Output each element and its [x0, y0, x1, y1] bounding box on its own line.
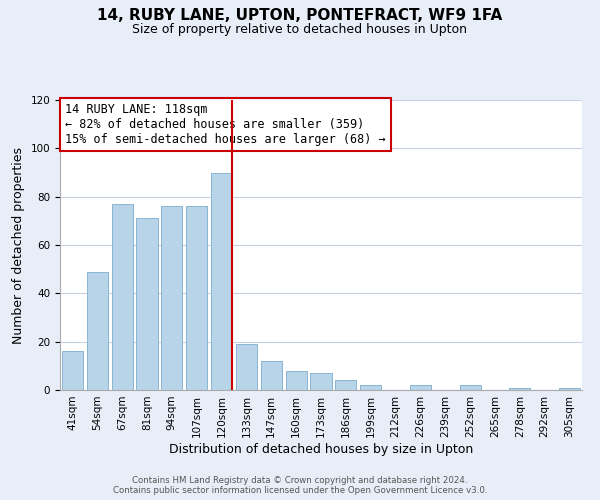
Bar	[460, 385, 481, 390]
Bar	[186, 206, 207, 390]
Bar	[410, 385, 431, 390]
Bar	[236, 344, 257, 390]
Bar	[360, 385, 381, 390]
Bar	[261, 361, 282, 390]
Text: Contains HM Land Registry data © Crown copyright and database right 2024.
Contai: Contains HM Land Registry data © Crown c…	[113, 476, 487, 495]
Bar	[112, 204, 133, 390]
Bar	[286, 370, 307, 390]
Bar	[559, 388, 580, 390]
Text: 14 RUBY LANE: 118sqm
← 82% of detached houses are smaller (359)
15% of semi-deta: 14 RUBY LANE: 118sqm ← 82% of detached h…	[65, 103, 386, 146]
Bar	[87, 272, 108, 390]
Bar	[211, 172, 232, 390]
Text: Size of property relative to detached houses in Upton: Size of property relative to detached ho…	[133, 22, 467, 36]
Text: Distribution of detached houses by size in Upton: Distribution of detached houses by size …	[169, 442, 473, 456]
Bar	[161, 206, 182, 390]
Bar	[509, 388, 530, 390]
Bar	[136, 218, 158, 390]
Y-axis label: Number of detached properties: Number of detached properties	[12, 146, 25, 344]
Bar	[335, 380, 356, 390]
Text: 14, RUBY LANE, UPTON, PONTEFRACT, WF9 1FA: 14, RUBY LANE, UPTON, PONTEFRACT, WF9 1F…	[97, 8, 503, 22]
Bar	[310, 373, 332, 390]
Bar	[62, 352, 83, 390]
